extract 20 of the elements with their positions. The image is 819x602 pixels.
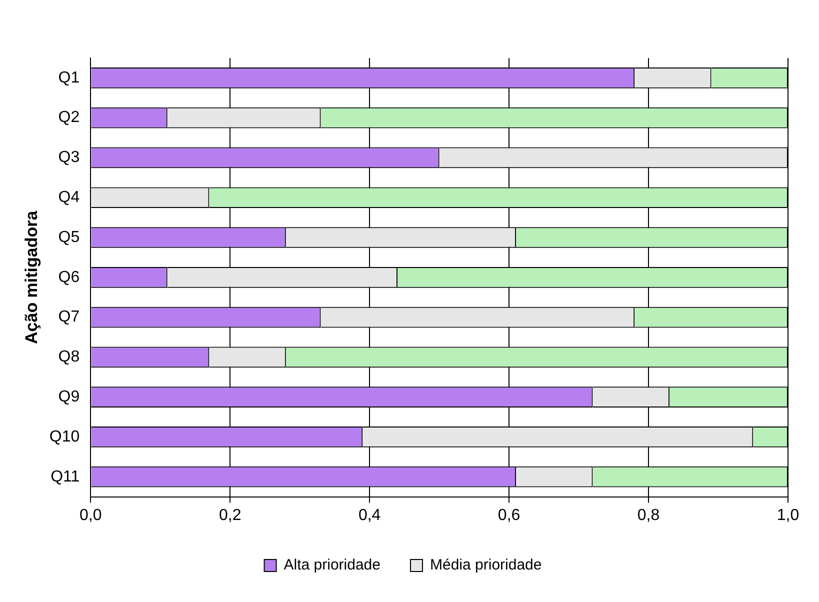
y-tick-label: Q2 <box>58 109 80 126</box>
x-tick-label: 1,0 <box>776 506 800 524</box>
y-tick-label: Q1 <box>58 69 80 86</box>
y-tick-label: Q10 <box>49 428 80 446</box>
legend-label: Média prioridade <box>430 556 542 574</box>
y-tick-label: Q8 <box>58 348 80 366</box>
x-tick-label: 0,2 <box>218 506 242 524</box>
y-tick-label: Q4 <box>58 189 80 206</box>
y-tick-label: Q9 <box>58 388 80 406</box>
y-tick-label: Q11 <box>50 468 80 486</box>
legend-label: Alta prioridade <box>284 556 381 574</box>
y-tick-label: Q7 <box>58 308 80 326</box>
x-tick-label: 0,6 <box>498 506 520 524</box>
y-tick-label: Q6 <box>58 268 80 286</box>
x-tick-label: 0,8 <box>637 506 660 524</box>
y-tick-label: Q5 <box>58 228 80 246</box>
x-tick-label: 0,0 <box>80 506 102 524</box>
y-tick-label: Q3 <box>58 149 80 166</box>
y-axis-title: Ação mitigadora <box>22 210 41 344</box>
x-tick-label: 0,4 <box>358 506 381 524</box>
